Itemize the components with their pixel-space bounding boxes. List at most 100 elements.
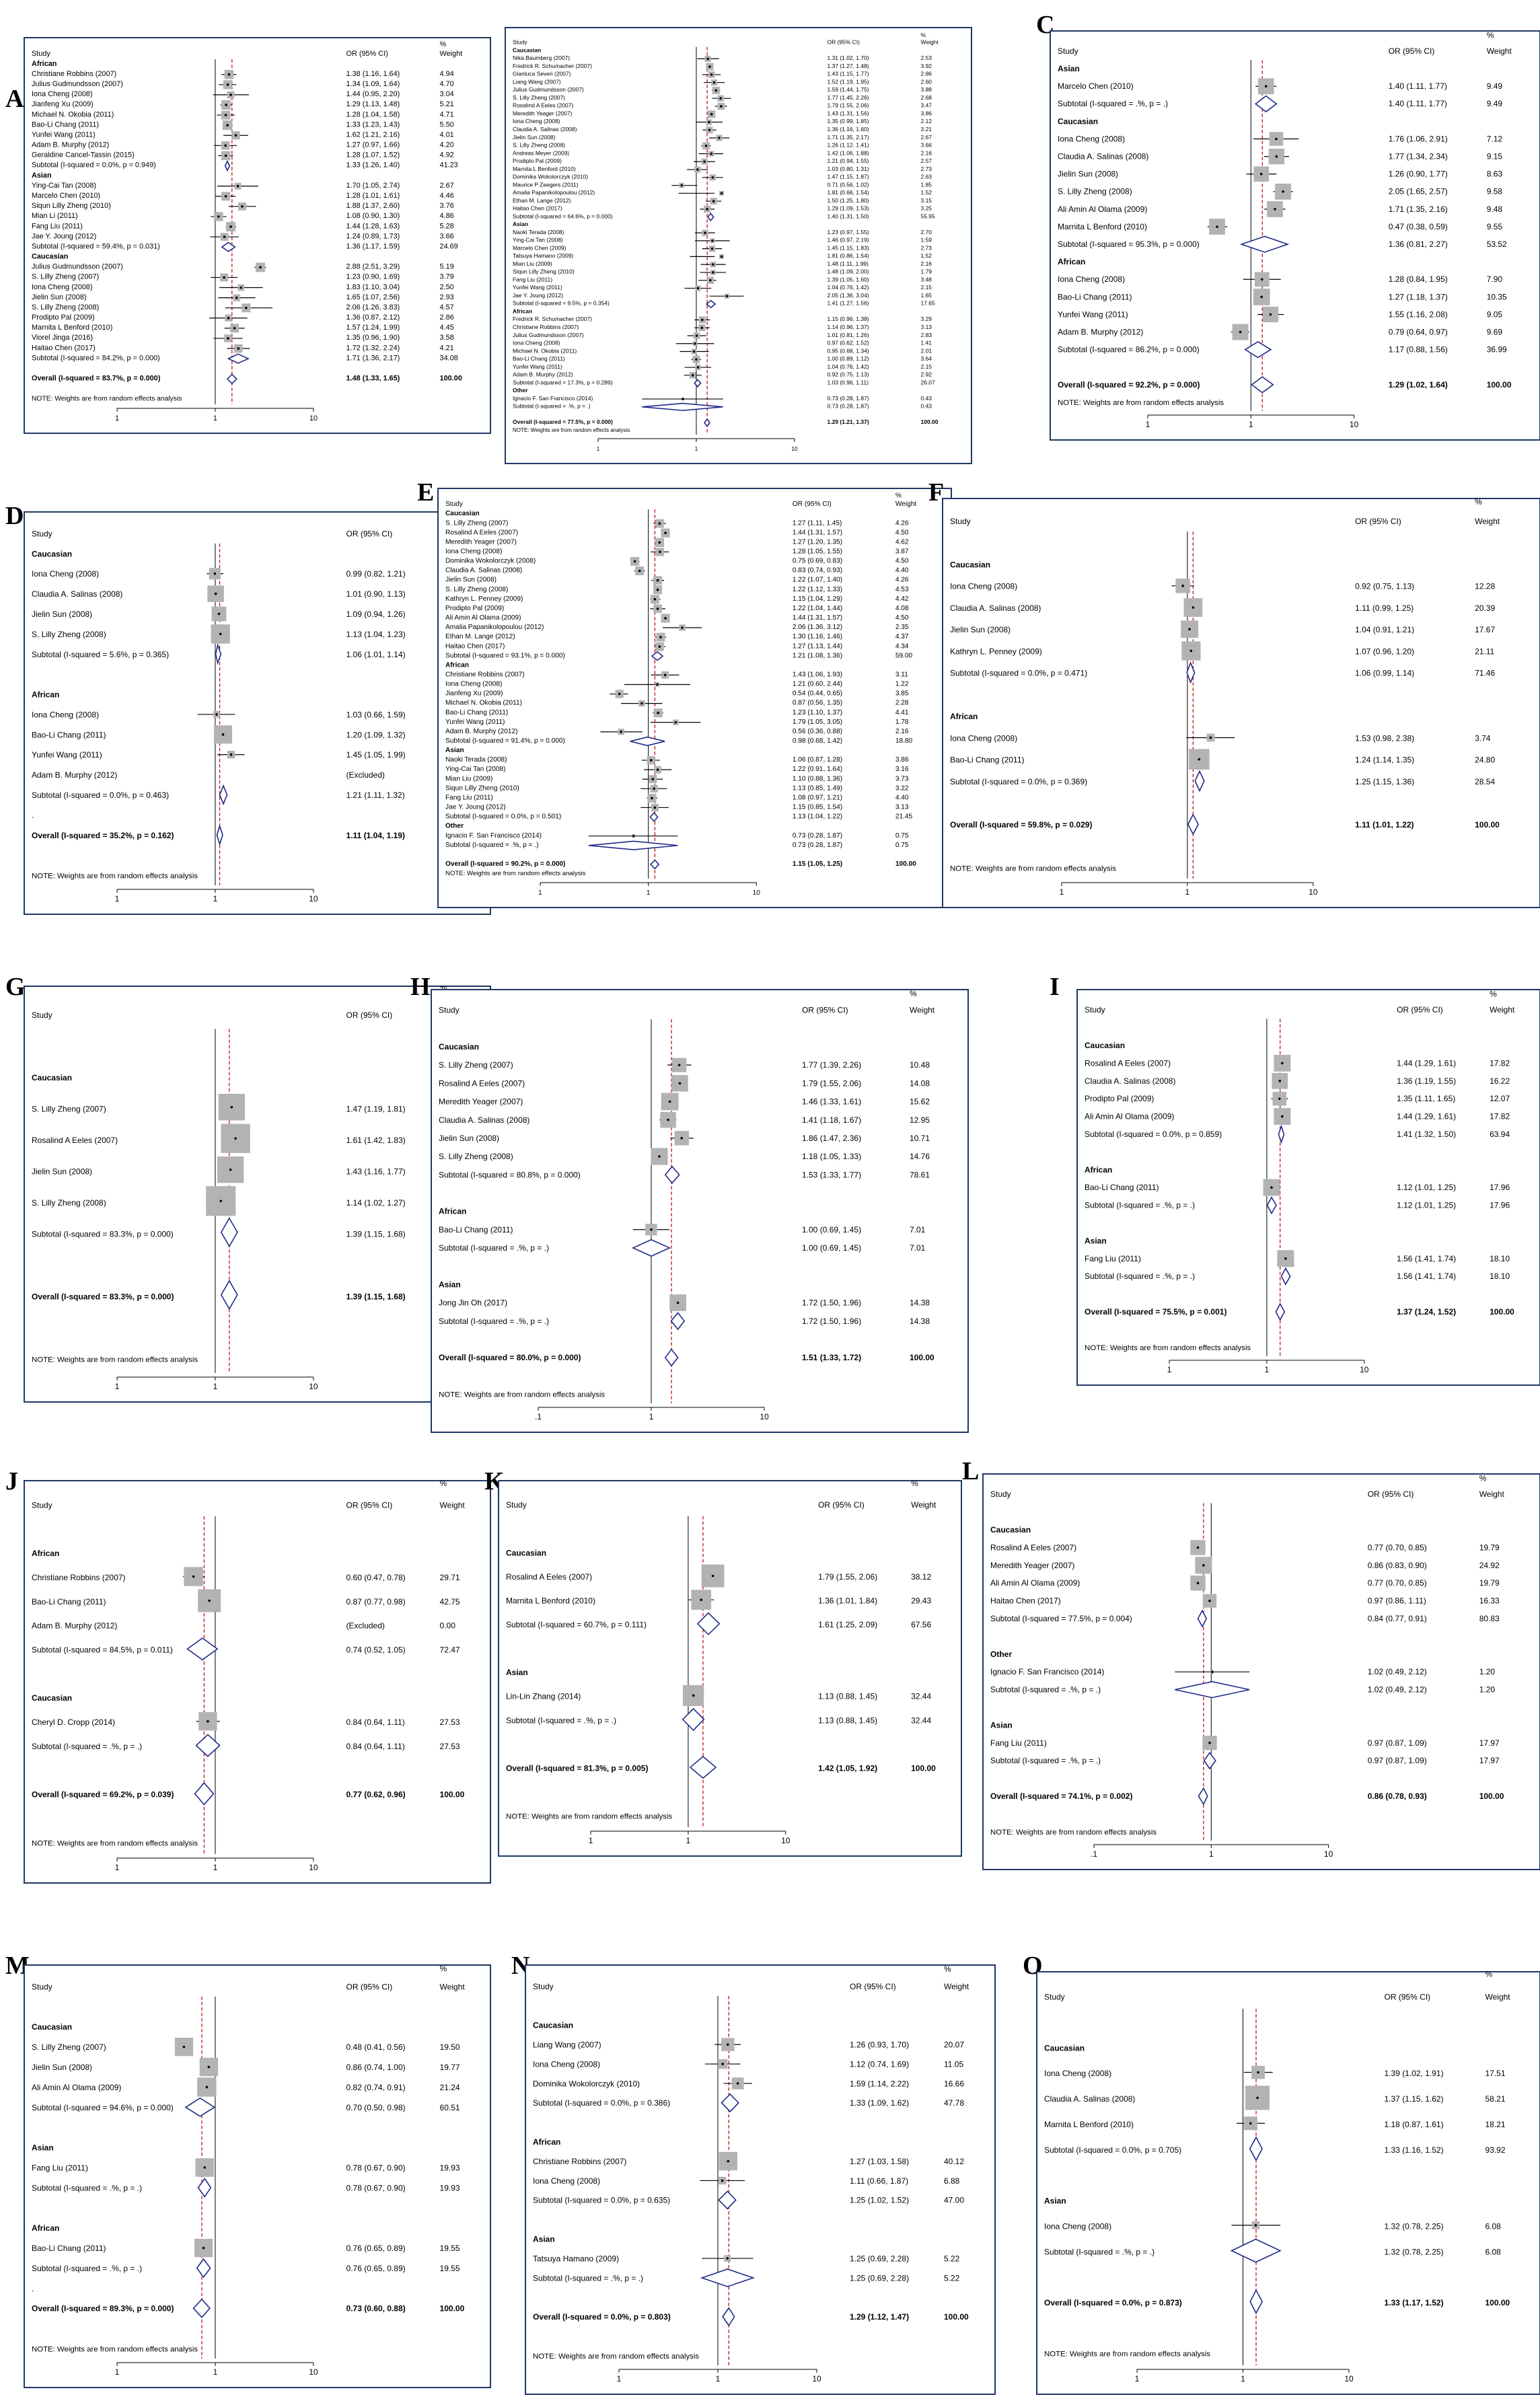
point-estimate xyxy=(708,65,711,68)
study-or-ci: 1.35 (0.99, 1.85) xyxy=(828,118,869,124)
study-label: Meredith Yeager (2007) xyxy=(445,538,517,546)
forest-plot-svg: 1 1 10 Study OR (95% CI)% Weight African Christ… xyxy=(24,1480,491,1884)
overall-weight: 100.00 xyxy=(921,418,939,425)
subtotal-label: Subtotal (I-squared = 84.5%, p = 0.011) xyxy=(32,1646,173,1655)
study-weight: 0.43 xyxy=(921,395,932,402)
subtotal-or-ci: 1.12 (1.01, 1.25) xyxy=(1397,1201,1456,1210)
study-weight: 2.53 xyxy=(921,54,932,61)
panel-border xyxy=(437,488,952,908)
subtotal-weight: 72.47 xyxy=(440,1646,460,1655)
point-estimate xyxy=(720,105,723,108)
point-estimate xyxy=(1259,172,1263,176)
subtotal-label: Subtotal (I-squared = .%, p = .) xyxy=(990,1685,1101,1695)
point-estimate xyxy=(224,194,227,198)
overall-weight: 100.00 xyxy=(910,1353,934,1362)
weights-note: NOTE: Weights are from random effects an… xyxy=(32,1356,198,1364)
study-or-ci: 0.76 (0.65, 0.89) xyxy=(346,2244,406,2253)
subtotal-weight: 0.75 xyxy=(895,842,909,849)
study-weight: 2.73 xyxy=(921,165,932,172)
column-header-study: Study xyxy=(445,501,464,508)
subtotal-label: Subtotal (I-squared = 0.0%, p = 0.369) xyxy=(950,777,1087,786)
study-or-ci: 1.48 (1.09, 2.00) xyxy=(828,268,869,275)
study-weight: 4.53 xyxy=(895,586,909,593)
panel-letter: G xyxy=(5,973,26,1001)
overall-label: Overall (I-squared = 83.3%, p = 0.000) xyxy=(32,1292,174,1302)
study-or-ci: 1.37 (1.27, 1.48) xyxy=(828,63,869,69)
study-weight: 3.66 xyxy=(921,142,932,149)
point-estimate xyxy=(695,334,698,337)
column-header-study: Study xyxy=(506,1500,527,1510)
study-or-ci: 0.54 (0.44, 0.65) xyxy=(793,690,842,698)
subgroup-label: African xyxy=(32,2223,59,2233)
point-estimate xyxy=(1282,190,1284,193)
study-label: Claudia A. Salinas (2008) xyxy=(1058,152,1148,161)
study-label: Iona Cheng (2008) xyxy=(513,118,560,124)
point-estimate xyxy=(659,636,662,638)
x-tick-label: 10 xyxy=(1309,887,1318,897)
study-weight: 19.79 xyxy=(1479,1543,1500,1552)
study-or-ci: 1.20 (1.09, 1.32) xyxy=(346,730,406,739)
study-or-ci: 1.59 (1.14, 2.22) xyxy=(850,2079,909,2088)
panel-border xyxy=(525,1964,996,2395)
overall-diamond xyxy=(664,1348,679,1367)
point-estimate xyxy=(223,235,226,238)
forest-plot-panel: 1 1 10 Study OR (95% CI)% Weight Caucasian Iona… xyxy=(1036,1971,1540,2395)
overall-diamond xyxy=(194,1781,215,1806)
study-label: Iona Cheng (2008) xyxy=(950,733,1017,743)
x-tick-label: 1 xyxy=(213,1382,218,1391)
study-label: Iona Cheng (2008) xyxy=(533,2176,600,2186)
study-label: Jielin Sun (2008) xyxy=(513,134,556,141)
overall-or-ci: 1.29 (1.02, 1.64) xyxy=(1389,380,1448,390)
subgroup-label: Caucasian xyxy=(950,560,990,569)
study-weight: 10.35 xyxy=(1487,292,1507,301)
study-or-ci: 1.36 (1.19, 1.55) xyxy=(1397,1076,1456,1086)
study-weight: 18.21 xyxy=(1486,2120,1506,2129)
subgroup-label: African xyxy=(950,712,978,721)
subtotal-label: Subtotal (I-squared = 77.5%, p = 0.004) xyxy=(990,1614,1132,1623)
point-estimate xyxy=(680,184,684,187)
study-label: Marcelo Chen (2009) xyxy=(513,244,566,251)
column-header-study: Study xyxy=(32,50,50,58)
point-estimate xyxy=(650,1228,653,1231)
study-label: Claudia A. Salinas (2008) xyxy=(32,589,122,599)
study-label: Bao-Li Chang (2011) xyxy=(32,1597,106,1606)
subtotal-label: Subtotal (I-squared = 86.2%, p = 0.000) xyxy=(1058,345,1200,355)
study-weight: 3.13 xyxy=(895,804,909,811)
overall-or-ci: 1.33 (1.17, 1.52) xyxy=(1385,2298,1444,2307)
overall-label: Overall (I-squared = 77.5%, p = 0.000) xyxy=(513,418,613,425)
x-tick-label: 1 xyxy=(1135,2374,1140,2383)
subgroup-label: African xyxy=(1058,257,1085,266)
study-label: Marnita L Benford (2010) xyxy=(1058,222,1147,231)
study-label: Marcelo Chen (2010) xyxy=(32,192,100,200)
forest-plot-svg: 1 1 10 Study OR (95% CI)% Weight Caucasian Rosa… xyxy=(1076,989,1540,1386)
subtotal-label: Subtotal (I-squared = .%, p = .) xyxy=(439,1317,549,1326)
panel-border xyxy=(431,989,969,1433)
study-or-ci: 1.01 (0.90, 1.13) xyxy=(346,589,406,599)
overall-weight: 100.00 xyxy=(1486,2298,1510,2307)
forest-plot-panel: .1 1 10 Study OR (95% CI)% Weight Caucasian S. … xyxy=(431,989,969,1433)
overall-weight: 100.00 xyxy=(440,375,462,383)
study-label: Claudia A. Salinas (2008) xyxy=(445,567,522,575)
column-header-percent: % xyxy=(911,1480,918,1488)
subgroup-label: African xyxy=(1085,1165,1112,1175)
study-label: Ignacio F. San Francisco (2014) xyxy=(513,395,593,402)
study-or-ci: 1.52 (1.19, 1.95) xyxy=(828,78,869,85)
study-label: Marnita L Benford (2010) xyxy=(32,324,112,332)
study-or-ci: 1.47 (1.15, 1.87) xyxy=(828,174,869,180)
study-label: Michael N. Okobia (2011) xyxy=(32,110,114,118)
subtotal-weight: 21.45 xyxy=(895,813,913,821)
study-weight: 19.77 xyxy=(440,2063,460,2072)
subtotal-diamond xyxy=(1254,95,1278,113)
point-estimate xyxy=(1269,313,1272,316)
overall-or-ci: 1.29 (1.12, 1.47) xyxy=(850,2312,909,2322)
study-label: Christiane Robbins (2007) xyxy=(32,1573,125,1582)
study-weight: 2.68 xyxy=(921,94,932,101)
forest-plot-svg: 1 1 10 Study OR (95% CI)%Weight CaucasianNika… xyxy=(505,27,972,464)
study-or-ci: 1.03 (0.80, 1.31) xyxy=(828,165,869,172)
x-tick-label: 1 xyxy=(115,1863,120,1872)
column-header-or: OR (95% CI) xyxy=(346,50,388,58)
subtotal-or-ci: 0.74 (0.52, 1.05) xyxy=(346,1646,406,1655)
point-estimate xyxy=(224,114,227,116)
study-label: Bao-Li Chang (2011) xyxy=(32,120,99,128)
study-weight: 4.50 xyxy=(895,558,909,565)
